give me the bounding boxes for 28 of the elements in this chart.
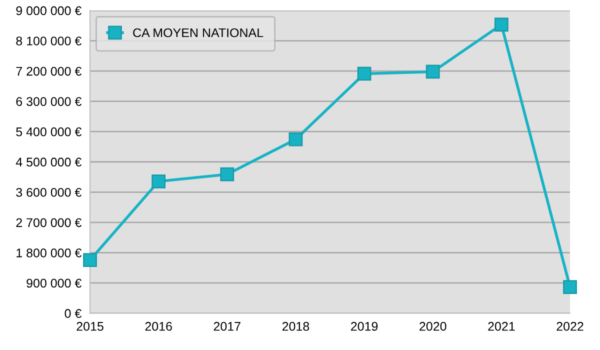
y-tick-label: 2 700 000 €: [16, 218, 82, 228]
point: [220, 167, 234, 182]
x-tick-label: 2015: [76, 322, 104, 331]
x-tick-label: 2016: [145, 322, 172, 331]
point: [152, 174, 166, 188]
point: [426, 64, 440, 79]
y-tick-label: 0 €: [64, 309, 82, 318]
point: [83, 253, 97, 268]
y-tick-label: 3 600 000 €: [16, 188, 82, 197]
y-tick-label: 1 800 000 €: [16, 248, 82, 258]
x-tick-label: 2022: [556, 322, 584, 331]
point: [494, 18, 508, 32]
y-tick-label: 7 200 000 €: [16, 66, 82, 76]
y-tick-label: 9 000 000 €: [16, 6, 82, 16]
x-tick-label: 2020: [420, 322, 446, 331]
y-tick-label: 6 300 000 €: [16, 97, 82, 106]
y-tick-label: 5 400 000 €: [16, 127, 82, 136]
legend-label: CA MOYEN NATIONAL: [133, 28, 264, 38]
x-tick-label: 2017: [214, 322, 240, 331]
point: [563, 280, 577, 294]
x-tick-label: 2019: [351, 322, 378, 331]
y-tick-label: 8 100 000 €: [16, 36, 82, 46]
point: [357, 66, 372, 81]
y-tick-label: 4 500 000 €: [16, 158, 82, 167]
x-tick-label: 2021: [488, 322, 515, 331]
x-tick-label: 2018: [282, 322, 310, 331]
y-tick-label: 900 000 €: [26, 278, 82, 288]
point: [288, 132, 303, 146]
